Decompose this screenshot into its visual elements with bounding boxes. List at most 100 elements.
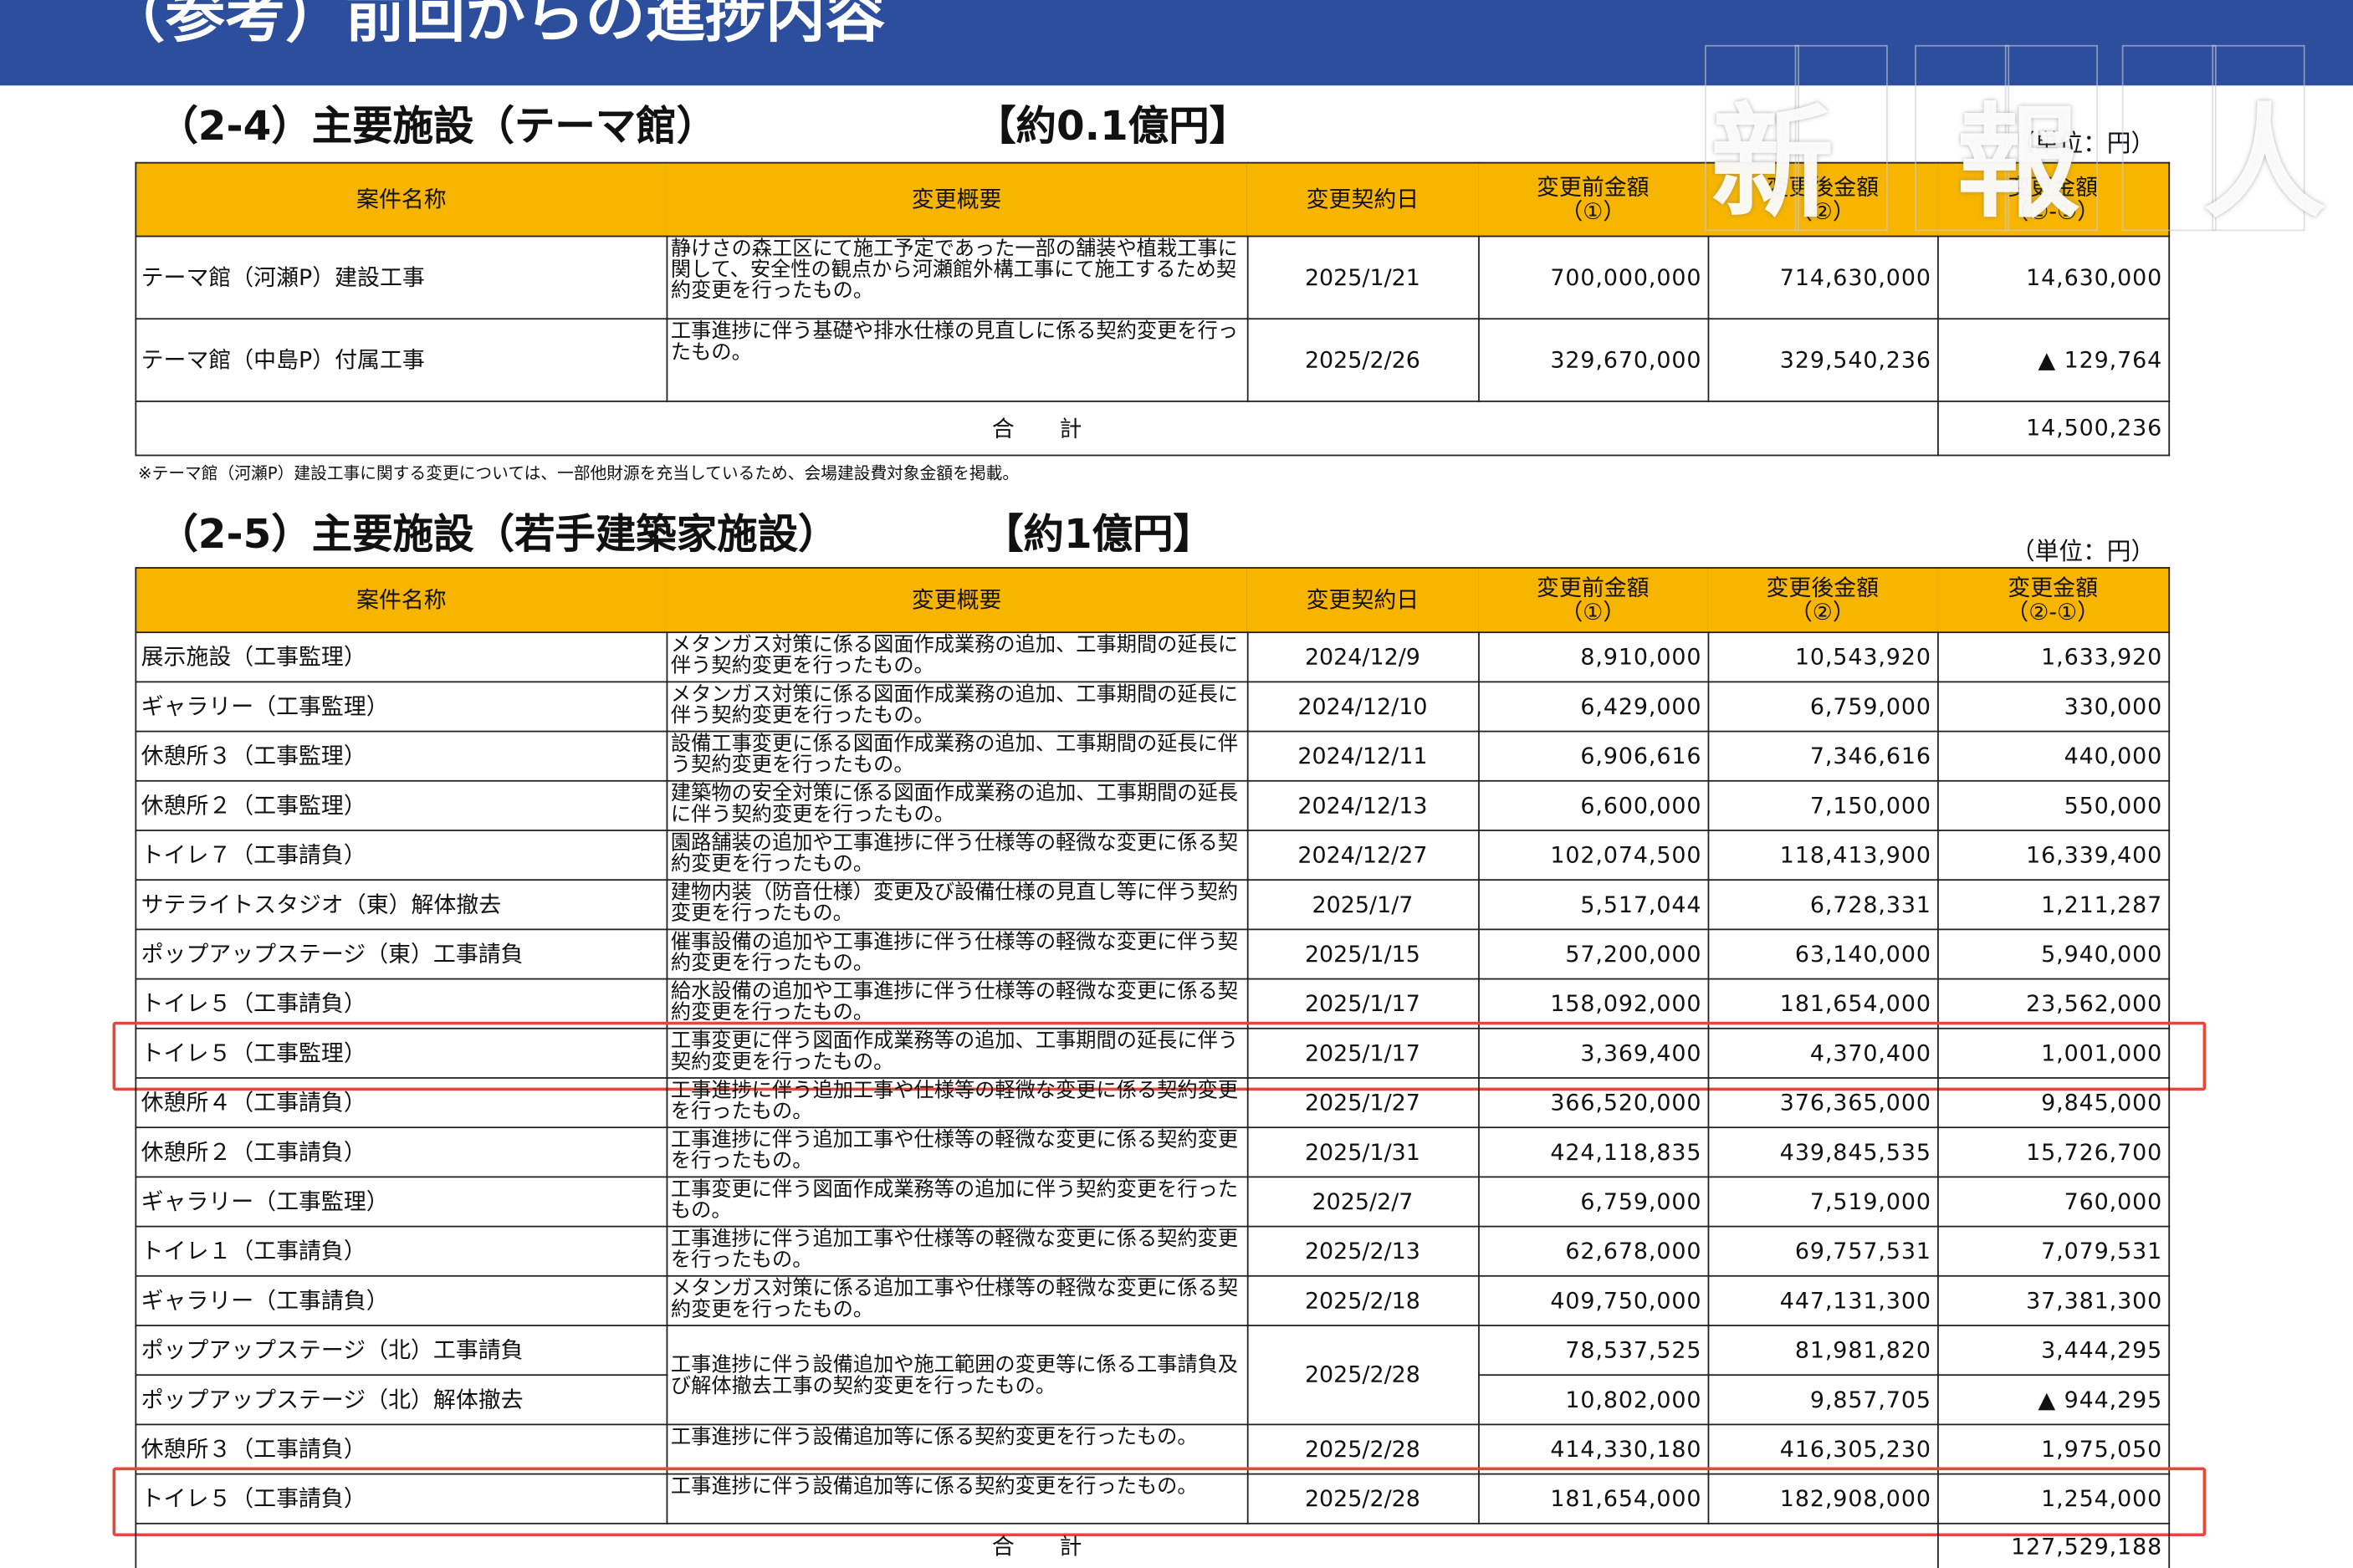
cell-after: 416,305,230 xyxy=(1707,1423,1939,1475)
cell-after: 181,654,000 xyxy=(1707,978,1939,1029)
column-header: 変更後金額 （②） xyxy=(1707,161,1939,237)
cell-before: 3,369,400 xyxy=(1478,1027,1710,1079)
cell-date: 2024/12/27 xyxy=(1246,830,1480,881)
cell-before: 700,000,000 xyxy=(1478,235,1710,320)
note: ※テーマ館（河瀬P）建設工事に関する変更については、一部他財源を充当しているため… xyxy=(138,463,1020,483)
cell-after: 714,630,000 xyxy=(1707,235,1939,320)
cell-after: 69,757,531 xyxy=(1707,1225,1939,1277)
cell-name: トイレ５（工事請負） xyxy=(135,1473,668,1525)
cell-change: 3,444,295 xyxy=(1937,1325,2171,1376)
cell-date: 2025/1/21 xyxy=(1246,235,1480,320)
cell-name: 休憩所３（工事監理） xyxy=(135,730,668,782)
column-header: 変更前金額 （①） xyxy=(1478,161,1710,237)
total-label: 合 計 xyxy=(135,1522,1939,1568)
cell-name: ギャラリー（工事請負） xyxy=(135,1274,668,1326)
cell-change: 440,000 xyxy=(1937,730,2171,782)
cell-after: 7,519,000 xyxy=(1707,1176,1939,1228)
cell-name: 休憩所４（工事請負） xyxy=(135,1077,668,1129)
section-amount: 【約1億円】 xyxy=(983,511,1214,559)
cell-date: 2024/12/11 xyxy=(1246,730,1480,782)
cell-name: 休憩所２（工事監理） xyxy=(135,779,668,831)
section-amount: 【約0.1億円】 xyxy=(975,103,1251,151)
total-label: 合 計 xyxy=(135,400,1939,457)
cell-date: 2024/12/9 xyxy=(1246,631,1480,683)
cell-name: ギャラリー（工事監理） xyxy=(135,681,668,733)
cell-before: 6,906,616 xyxy=(1478,730,1710,782)
total-value: 127,529,188 xyxy=(1937,1522,2171,1568)
cell-after: 118,413,900 xyxy=(1707,830,1939,881)
cell-summary: 工事進捗に伴う設備追加や施工範囲の変更等に係る工事請負及び解体撤去工事の契約変更… xyxy=(666,1325,1249,1426)
cell-change: 1,633,920 xyxy=(1937,631,2171,683)
cell-change: 14,630,000 xyxy=(1937,235,2171,320)
cell-summary: 建物内装（防音仕様）変更及び設備仕様の見直し等に伴う契約変更を行ったもの。 xyxy=(666,879,1249,931)
cell-summary: 工事進捗に伴う基礎や排水仕様の見直しに係る契約変更を行ったもの。 xyxy=(666,318,1249,402)
cell-change: 15,726,700 xyxy=(1937,1126,2171,1178)
section-title: （2-5）主要施設（若手建築家施設） xyxy=(157,511,839,559)
cell-change: 5,940,000 xyxy=(1937,928,2171,980)
cell-before: 181,654,000 xyxy=(1478,1473,1710,1525)
cell-date: 2025/1/7 xyxy=(1246,879,1480,931)
cell-summary: メタンガス対策に係る追加工事や仕様等の軽微な変更に係る契約変更を行ったもの。 xyxy=(666,1274,1249,1326)
cell-after: 4,370,400 xyxy=(1707,1027,1939,1079)
cell-date: 2025/1/17 xyxy=(1246,978,1480,1029)
cell-date: 2024/12/13 xyxy=(1246,779,1480,831)
cell-date: 2025/2/28 xyxy=(1246,1473,1480,1525)
cell-before: 6,600,000 xyxy=(1478,779,1710,831)
cell-name: テーマ館（中島P）付属工事 xyxy=(135,318,668,402)
cell-before: 329,670,000 xyxy=(1478,318,1710,402)
cell-after: 6,728,331 xyxy=(1707,879,1939,931)
cell-summary: 静けさの森工区にて施工予定であった一部の舗装や植栽工事に関して、安全性の観点から… xyxy=(666,235,1249,320)
cell-date: 2025/1/31 xyxy=(1246,1126,1480,1178)
cell-change: 760,000 xyxy=(1937,1176,2171,1228)
cell-change: 330,000 xyxy=(1937,681,2171,733)
cell-after: 182,908,000 xyxy=(1707,1473,1939,1525)
cell-change: 1,975,050 xyxy=(1937,1423,2171,1475)
cell-name: ポップアップステージ（北）解体撤去 xyxy=(135,1374,668,1426)
cell-change: 1,211,287 xyxy=(1937,879,2171,931)
cell-summary: 設備工事変更に係る図面作成業務の追加、工事期間の延長に伴う契約変更を行ったもの。 xyxy=(666,730,1249,782)
cell-before: 62,678,000 xyxy=(1478,1225,1710,1277)
cell-change: 550,000 xyxy=(1937,779,2171,831)
cell-name: トイレ５（工事請負） xyxy=(135,978,668,1029)
cell-summary: 工事進捗に伴う追加工事や仕様等の軽微な変更に係る契約変更を行ったもの。 xyxy=(666,1225,1249,1277)
cell-after: 81,981,820 xyxy=(1707,1325,1939,1376)
cell-after: 439,845,535 xyxy=(1707,1126,1939,1178)
cell-after: 10,543,920 xyxy=(1707,631,1939,683)
column-header: 変更金額 （②-①） xyxy=(1937,567,2171,634)
cell-name: 休憩所３（工事請負） xyxy=(135,1423,668,1475)
cell-before: 6,429,000 xyxy=(1478,681,1710,733)
cell-before: 8,910,000 xyxy=(1478,631,1710,683)
cell-after: 7,150,000 xyxy=(1707,779,1939,831)
cell-name: ポップアップステージ（東）工事請負 xyxy=(135,928,668,980)
cell-after: 9,857,705 xyxy=(1707,1374,1939,1426)
cell-after: 329,540,236 xyxy=(1707,318,1939,402)
cell-summary: 工事進捗に伴う追加工事や仕様等の軽微な変更に係る契約変更を行ったもの。 xyxy=(666,1126,1249,1178)
cell-change: 16,339,400 xyxy=(1937,830,2171,881)
column-header: 変更後金額 （②） xyxy=(1707,567,1939,634)
cell-name: ポップアップステージ（北）工事請負 xyxy=(135,1325,668,1376)
cell-before: 6,759,000 xyxy=(1478,1176,1710,1228)
cell-date: 2025/2/26 xyxy=(1246,318,1480,402)
cell-after: 63,140,000 xyxy=(1707,928,1939,980)
cell-change: 37,381,300 xyxy=(1937,1274,2171,1326)
cell-before: 102,074,500 xyxy=(1478,830,1710,881)
column-header: 変更契約日 xyxy=(1246,567,1480,634)
cell-date: 2025/2/28 xyxy=(1246,1325,1480,1426)
cell-date: 2025/1/27 xyxy=(1246,1077,1480,1129)
header-title: （参考）前回からの進捗内容 xyxy=(105,0,886,51)
unit-label: （単位：円） xyxy=(2010,129,2156,158)
cell-before: 5,517,044 xyxy=(1478,879,1710,931)
cell-summary: 給水設備の追加や工事進捗に伴う仕様等の軽微な変更に係る契約変更を行ったもの。 xyxy=(666,978,1249,1029)
cell-summary: 工事進捗に伴う追加工事や仕様等の軽微な変更に係る契約変更を行ったもの。 xyxy=(666,1077,1249,1129)
cell-name: サテライトスタジオ（東）解体撤去 xyxy=(135,879,668,931)
cell-change: 7,079,531 xyxy=(1937,1225,2171,1277)
cell-after: 6,759,000 xyxy=(1707,681,1939,733)
cell-summary: 工事進捗に伴う設備追加等に係る契約変更を行ったもの。 xyxy=(666,1473,1249,1525)
cell-name: ギャラリー（工事監理） xyxy=(135,1176,668,1228)
cell-summary: 工事変更に伴う図面作成業務等の追加に伴う契約変更を行ったもの。 xyxy=(666,1176,1249,1228)
cell-change: ▲ 129,764 xyxy=(1937,318,2171,402)
cell-summary: メタンガス対策に係る図面作成業務の追加、工事期間の延長に伴う契約変更を行ったもの… xyxy=(666,681,1249,733)
cell-after: 7,346,616 xyxy=(1707,730,1939,782)
cell-summary: メタンガス対策に係る図面作成業務の追加、工事期間の延長に伴う契約変更を行ったもの… xyxy=(666,631,1249,683)
